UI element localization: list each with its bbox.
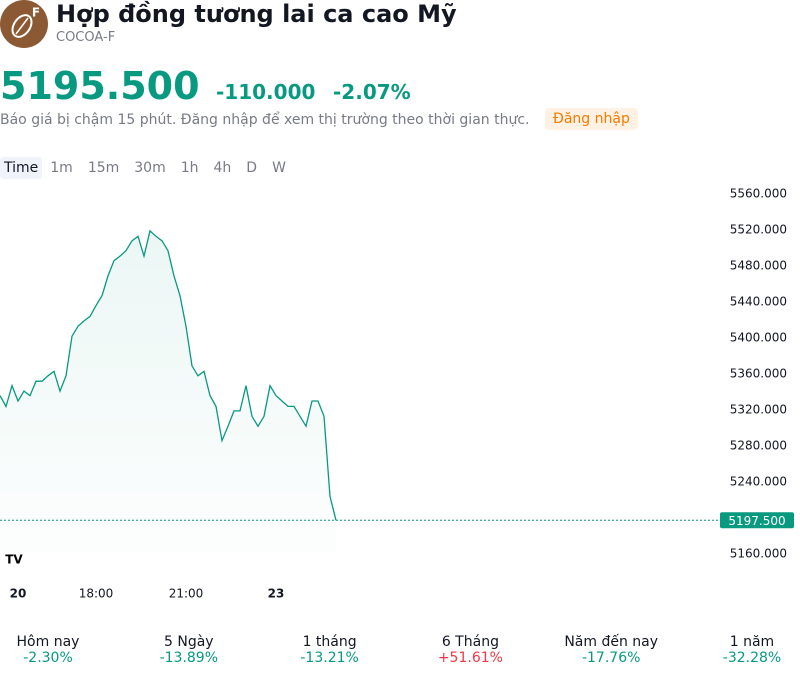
performance-label: 6 Tháng: [441, 634, 499, 650]
title: Hợp đồng tương lai ca cao Mỹ: [56, 0, 457, 28]
performance-item: 6 Tháng +51.61%: [422, 634, 518, 666]
last-price-tag: [720, 512, 794, 529]
symbol: COCOA-F: [56, 30, 116, 45]
performance-item: Hôm nay -2.30%: [0, 634, 96, 666]
last-price-label: 5197.500: [728, 514, 785, 528]
performance-item: 1 năm -32.28%: [704, 634, 800, 666]
x-tick-label: 21:00: [169, 587, 204, 601]
interval-tab[interactable]: 4h: [213, 160, 232, 176]
interval-tabs: Time 1m 15m 30m 1h 4h D W: [0, 157, 294, 179]
interval-tab[interactable]: D: [246, 160, 258, 176]
performance-item: 5 Ngày -13.89%: [141, 634, 237, 666]
y-tick-label: 5560.000: [730, 187, 787, 201]
chart: TV 5160.0005200.0005240.0005280.0005320.…: [0, 187, 794, 601]
performance-value: -32.28%: [722, 650, 782, 666]
performance-value: -17.76%: [581, 650, 641, 666]
performance-label: Hôm nay: [16, 634, 80, 650]
x-tick-label: 20: [10, 587, 27, 601]
interval-tab[interactable]: W: [272, 160, 286, 176]
price-line: [0, 229, 337, 521]
performance-item: Năm đến nay -17.76%: [563, 634, 659, 666]
svg-text:F: F: [32, 6, 40, 20]
x-tick-label: 18:00: [79, 587, 114, 601]
interval-tab[interactable]: 1m: [50, 160, 73, 176]
interval-tab[interactable]: 15m: [87, 160, 120, 176]
performance-label: Năm đến nay: [564, 634, 659, 650]
performance-label: 1 tháng: [302, 634, 357, 650]
change-percent: -2.07%: [333, 80, 411, 104]
performance-value: +51.61%: [437, 650, 503, 666]
performance-item: 1 tháng -13.21%: [282, 634, 378, 666]
performance-label: 5 Ngày: [164, 634, 214, 650]
interval-tab[interactable]: 1h: [180, 160, 199, 176]
y-tick-label: 5520.000: [730, 223, 787, 237]
change: -110.000: [216, 80, 316, 104]
login-button[interactable]: Đăng nhập: [545, 108, 638, 130]
interval-tab[interactable]: 30m: [134, 160, 166, 176]
y-tick-label: 5480.000: [730, 259, 787, 273]
logo: F: [0, 0, 48, 48]
interval-tab[interactable]: Time: [0, 157, 43, 179]
performance-value: -13.21%: [300, 650, 359, 666]
performance-value: -2.30%: [23, 650, 73, 666]
price: 5195.500: [0, 64, 200, 108]
y-tick-label: 5280.000: [730, 439, 787, 453]
y-tick-label: 5360.000: [730, 367, 787, 381]
delay-note: Báo giá bị chậm 15 phút. Đăng nhập để xe…: [0, 112, 530, 128]
performance-label: 1 năm: [729, 634, 775, 650]
y-tick-label: 5320.000: [730, 403, 787, 417]
tv-logo: TV: [5, 553, 23, 567]
area: [0, 230, 336, 552]
y-tick-label: 5240.000: [730, 475, 787, 489]
y-tick-label: 5160.000: [730, 547, 787, 561]
y-tick-label: 5400.000: [730, 331, 787, 345]
y-tick-label: 5440.000: [730, 295, 787, 309]
x-tick-label: 23: [268, 587, 285, 601]
performance: Hôm nay -2.30% 5 Ngày -13.89% 1 tháng -13.21%…: [0, 634, 800, 666]
performance-value: -13.89%: [159, 650, 219, 666]
